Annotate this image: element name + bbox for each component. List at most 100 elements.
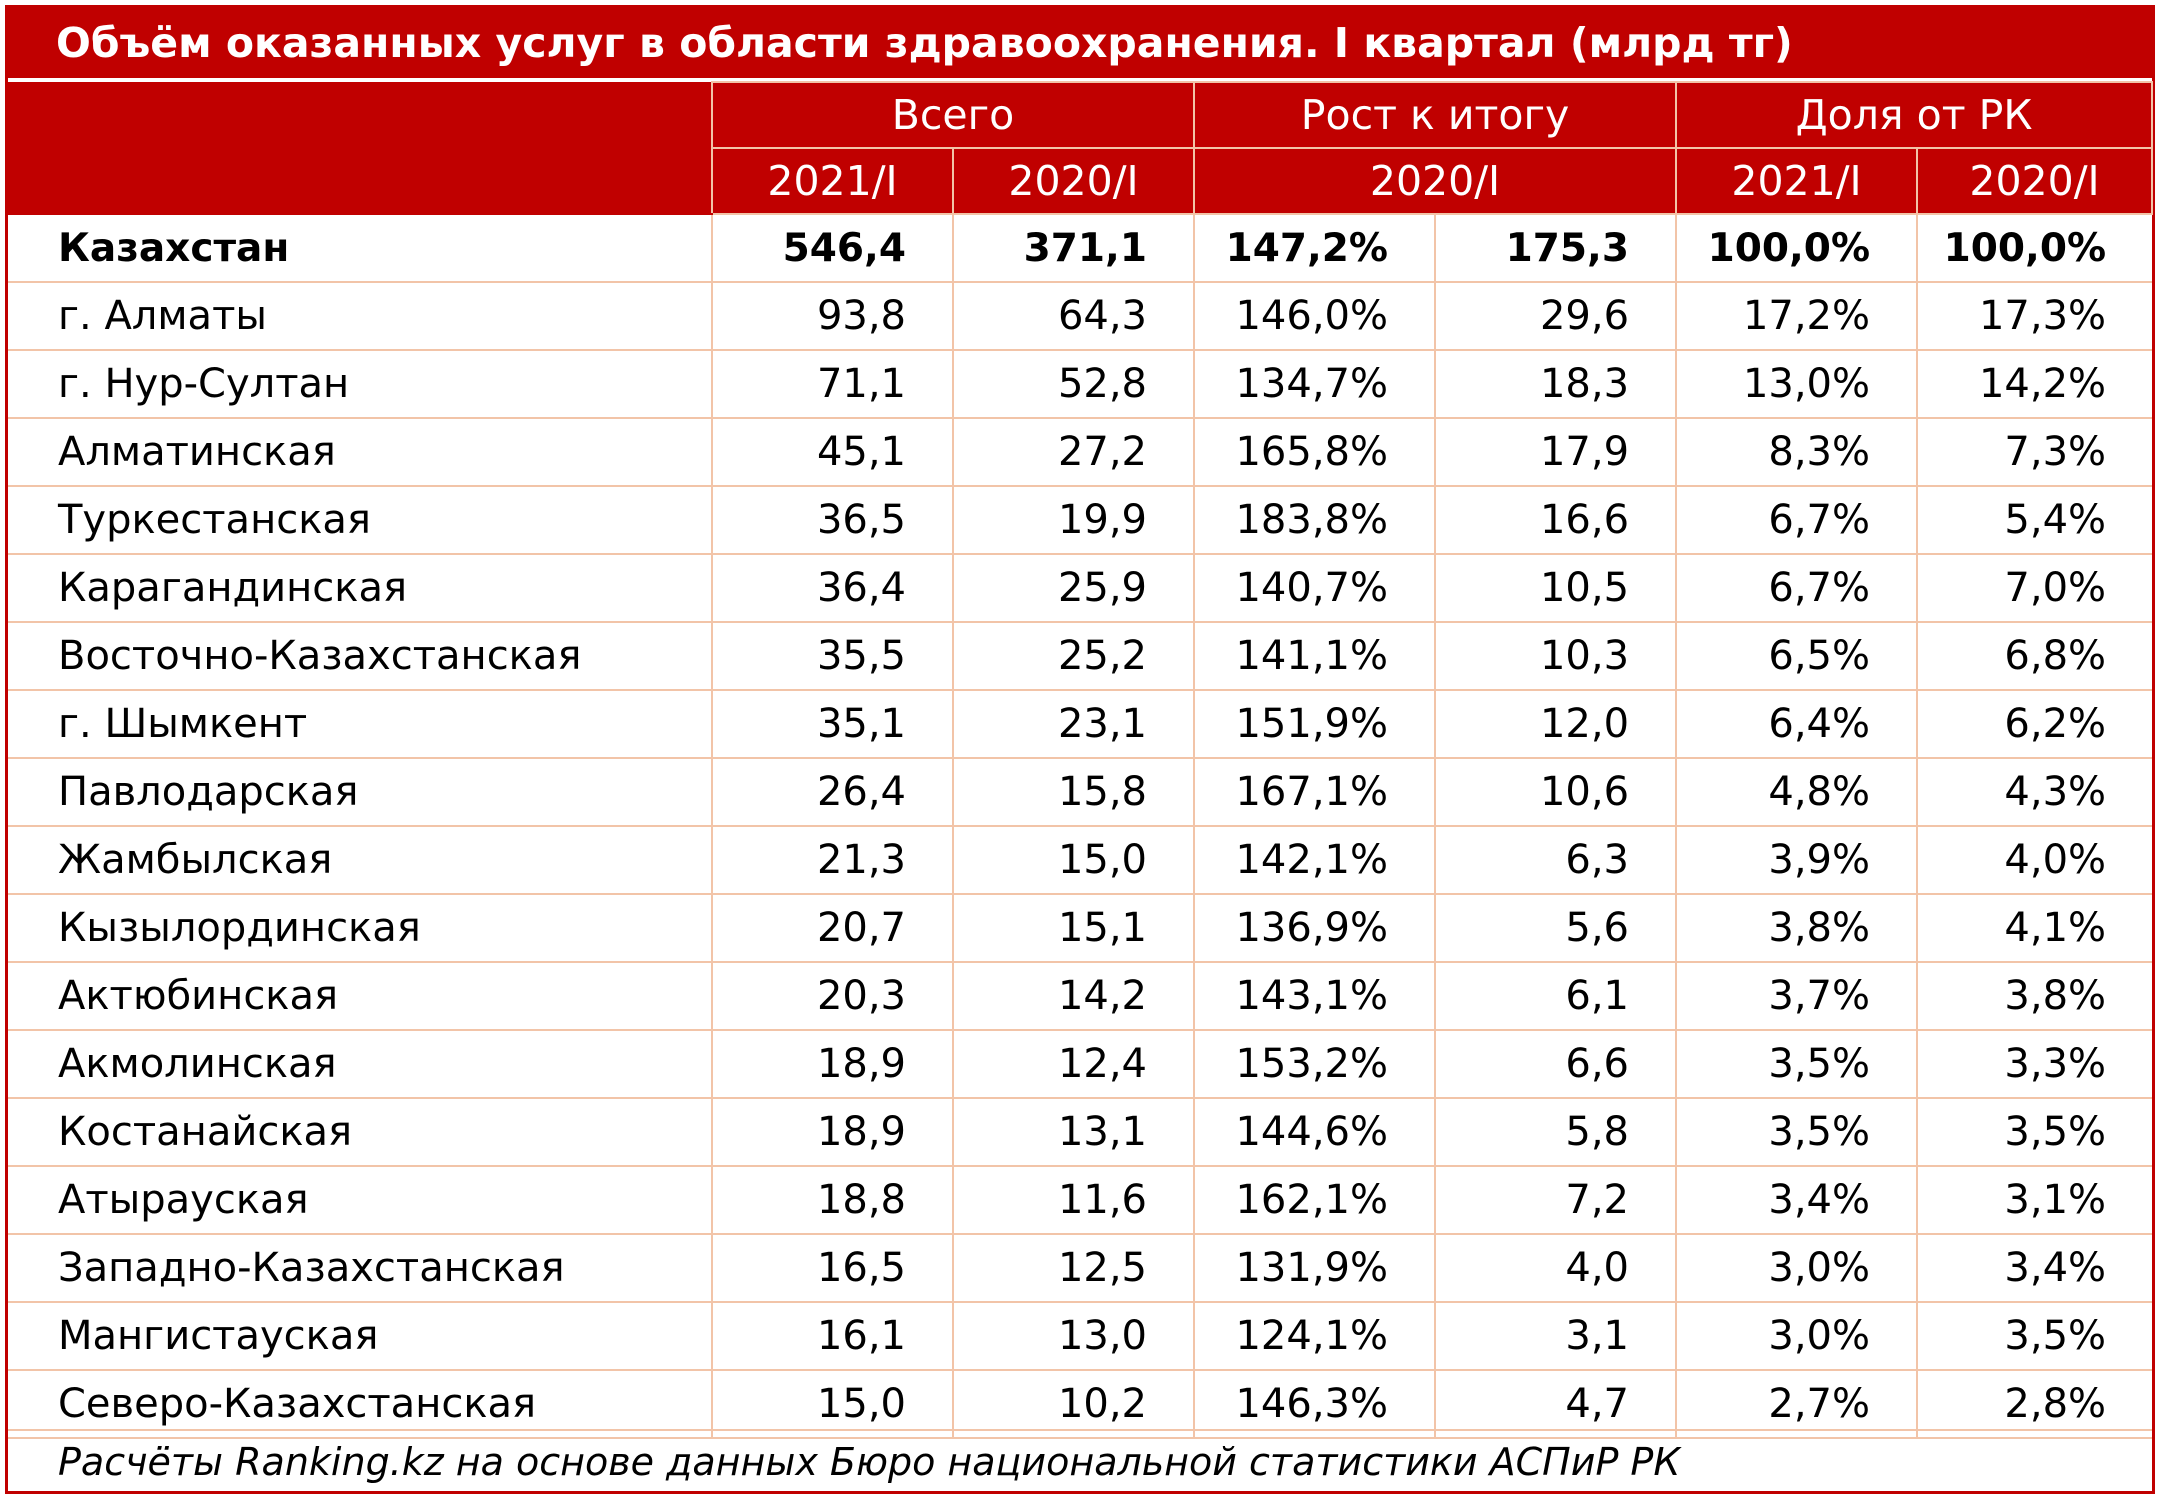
table-row: г. Шымкент 35,1 23,1 151,9% 12,0 6,4% 6,2% — [8, 689, 2153, 759]
region-name-cell: Казахстан — [8, 213, 713, 283]
total-2021-cell: 18,8 — [711, 1165, 954, 1235]
table-row: г. Алматы 93,8 64,3 146,0% 29,6 17,2% 17,3% — [8, 281, 2153, 351]
total-2021-cell: 35,1 — [711, 689, 954, 759]
table-frame: Объём оказанных услуг в области здравоох… — [5, 5, 2155, 1494]
region-name-cell: Северо-Казахстанская — [8, 1369, 713, 1439]
table-row: Акмолинская 18,9 12,4 153,2% 6,6 3,5% 3,3% — [8, 1029, 2153, 1099]
table-row: Туркестанская 36,5 19,9 183,8% 16,6 6,7% 5,4% — [8, 485, 2153, 555]
total-2020-cell: 23,1 — [952, 689, 1195, 759]
table-row: Кызылординская 20,7 15,1 136,9% 5,6 3,8% 4,1% — [8, 893, 2153, 963]
region-name-cell: г. Шымкент — [8, 689, 713, 759]
share-2021-cell: 3,7% — [1675, 961, 1919, 1031]
share-2021-cell: 3,4% — [1675, 1165, 1919, 1235]
table-title: Объём оказанных услуг в области здравоох… — [8, 8, 2152, 78]
header-subheader-row: 2021/I 2020/I 2020/I 2021/I 2020/I — [8, 147, 2154, 215]
total-2021-cell: 36,4 — [711, 553, 954, 623]
share-2021-cell: 8,3% — [1675, 417, 1919, 487]
growth-value-cell: 3,1 — [1433, 1301, 1678, 1371]
share-2020-cell: 4,1% — [1916, 893, 2153, 963]
share-2020-cell: 3,4% — [1916, 1233, 2153, 1303]
total-2020-cell: 19,9 — [952, 485, 1195, 555]
share-2021-cell: 3,9% — [1675, 825, 1919, 895]
total-2020-cell: 11,6 — [952, 1165, 1195, 1235]
growth-value-cell: 10,6 — [1433, 757, 1678, 827]
header-group-total: Всего — [711, 81, 1195, 149]
subheader-growth-2020: 2020/I — [1192, 147, 1678, 215]
header-group-row: Всего Рост к итогу Доля от РК — [8, 81, 2154, 215]
total-2020-cell: 25,9 — [952, 553, 1195, 623]
total-2020-cell: 371,1 — [952, 213, 1195, 283]
share-2020-cell: 3,3% — [1916, 1029, 2153, 1099]
total-2020-cell: 10,2 — [952, 1369, 1195, 1439]
region-name-cell: г. Алматы — [8, 281, 713, 351]
growth-percent-cell: 162,1% — [1193, 1165, 1436, 1235]
total-2021-cell: 20,3 — [711, 961, 954, 1031]
region-name-cell: Восточно-Казахстанская — [8, 621, 713, 691]
growth-percent-cell: 140,7% — [1193, 553, 1436, 623]
growth-value-cell: 6,1 — [1433, 961, 1678, 1031]
region-name-cell: Мангистауская — [8, 1301, 713, 1371]
growth-percent-cell: 167,1% — [1193, 757, 1436, 827]
growth-value-cell: 6,3 — [1433, 825, 1678, 895]
growth-percent-cell: 146,3% — [1193, 1369, 1436, 1439]
total-2021-cell: 18,9 — [711, 1029, 954, 1099]
growth-percent-cell: 142,1% — [1193, 825, 1436, 895]
table-row: Костанайская 18,9 13,1 144,6% 5,8 3,5% 3,5% — [8, 1097, 2153, 1167]
growth-value-cell: 175,3 — [1433, 213, 1678, 283]
total-2020-cell: 13,0 — [952, 1301, 1195, 1371]
share-2021-cell: 3,5% — [1675, 1097, 1919, 1167]
share-2020-cell: 3,1% — [1916, 1165, 2153, 1235]
share-2021-cell: 3,0% — [1675, 1233, 1919, 1303]
table-row: Мангистауская 16,1 13,0 124,1% 3,1 3,0% 3,5% — [8, 1301, 2153, 1371]
share-2021-cell: 6,7% — [1675, 485, 1919, 555]
growth-percent-cell: 183,8% — [1193, 485, 1436, 555]
growth-value-cell: 5,8 — [1433, 1097, 1678, 1167]
region-name-cell: Павлодарская — [8, 757, 713, 827]
total-2020-cell: 27,2 — [952, 417, 1195, 487]
share-2021-cell: 6,4% — [1675, 689, 1919, 759]
total-2020-cell: 12,4 — [952, 1029, 1195, 1099]
table-row: Актюбинская 20,3 14,2 143,1% 6,1 3,7% 3,8% — [8, 961, 2153, 1031]
share-2021-cell: 3,8% — [1675, 893, 1919, 963]
growth-percent-cell: 146,0% — [1193, 281, 1436, 351]
growth-percent-cell: 144,6% — [1193, 1097, 1436, 1167]
table-row: Карагандинская 36,4 25,9 140,7% 10,5 6,7% 7,0% — [8, 553, 2153, 623]
subheader-total-2020: 2020/I — [952, 147, 1195, 215]
region-name-cell: Актюбинская — [8, 961, 713, 1031]
total-2020-cell: 14,2 — [952, 961, 1195, 1031]
table-row: Жамбылская 21,3 15,0 142,1% 6,3 3,9% 4,0% — [8, 825, 2153, 895]
total-2021-cell: 93,8 — [711, 281, 954, 351]
growth-value-cell: 7,2 — [1433, 1165, 1678, 1235]
region-name-cell: Карагандинская — [8, 553, 713, 623]
table-header: Всего Рост к итогу Доля от РК 2021/I 202… — [8, 81, 2154, 215]
region-name-cell: г. Нур-Султан — [8, 349, 713, 419]
total-2020-cell: 15,1 — [952, 893, 1195, 963]
total-2020-cell: 64,3 — [952, 281, 1195, 351]
table-row: Павлодарская 26,4 15,8 167,1% 10,6 4,8% 4,3% — [8, 757, 2153, 827]
share-2020-cell: 3,5% — [1916, 1097, 2153, 1167]
growth-percent-cell: 147,2% — [1193, 213, 1436, 283]
growth-value-cell: 12,0 — [1433, 689, 1678, 759]
total-2020-cell: 15,0 — [952, 825, 1195, 895]
table-row: Атырауская 18,8 11,6 162,1% 7,2 3,4% 3,1% — [8, 1165, 2153, 1235]
region-name-cell: Акмолинская — [8, 1029, 713, 1099]
table-row: Северо-Казахстанская 15,0 10,2 146,3% 4,7 2,7… — [8, 1369, 2153, 1439]
subheader-total-2021: 2021/I — [711, 147, 954, 215]
growth-percent-cell: 134,7% — [1193, 349, 1436, 419]
growth-value-cell: 4,7 — [1433, 1369, 1678, 1439]
region-name-cell: Кызылординская — [8, 893, 713, 963]
subheader-share-2021: 2021/I — [1675, 147, 1919, 215]
region-name-cell: Костанайская — [8, 1097, 713, 1167]
share-2021-cell: 2,7% — [1675, 1369, 1919, 1439]
growth-value-cell: 16,6 — [1433, 485, 1678, 555]
growth-percent-cell: 151,9% — [1193, 689, 1436, 759]
source-note: Расчёты Ranking.kz на основе данных Бюро… — [8, 1429, 2152, 1491]
share-2021-cell: 3,5% — [1675, 1029, 1919, 1099]
share-2020-cell: 4,3% — [1916, 757, 2153, 827]
region-name-cell: Туркестанская — [8, 485, 713, 555]
header-corner-cell — [8, 82, 713, 215]
share-2020-cell: 5,4% — [1916, 485, 2153, 555]
growth-percent-cell: 131,9% — [1193, 1233, 1436, 1303]
growth-percent-cell: 136,9% — [1193, 893, 1436, 963]
subheader-share-2020: 2020/I — [1916, 147, 2154, 215]
